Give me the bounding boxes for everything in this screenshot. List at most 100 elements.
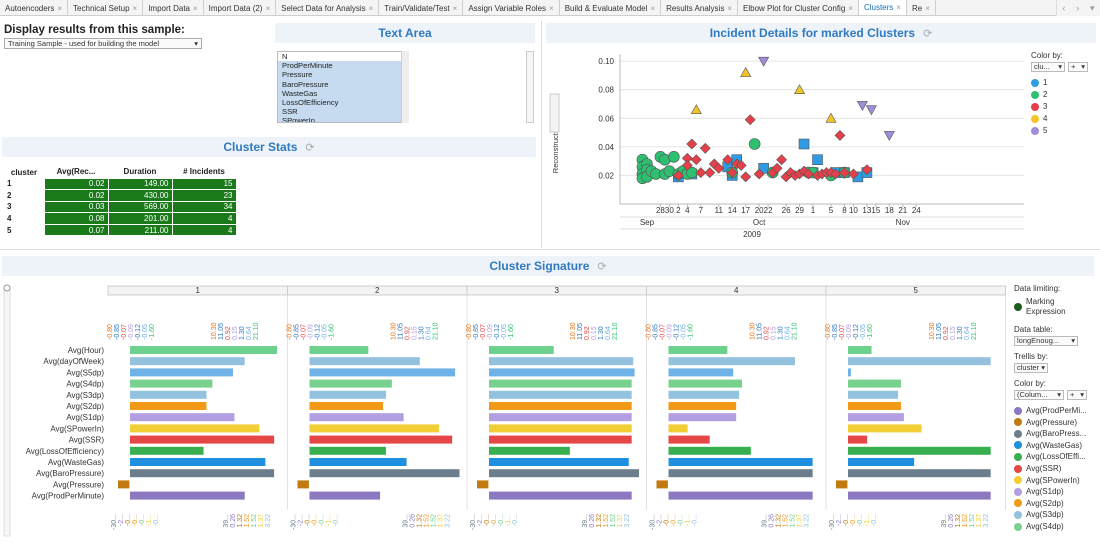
refresh-icon[interactable]: ⟳ [923,27,933,40]
color-by-dropdown[interactable]: (Colum... ▾ [1014,390,1064,400]
close-icon[interactable]: × [896,3,901,12]
signature-bar[interactable] [309,402,384,410]
close-icon[interactable]: × [265,3,271,13]
legend-item[interactable]: Avg(SPowerIn) [1014,476,1080,485]
legend-item[interactable]: Avg(SSR) [1014,464,1061,473]
signature-bar[interactable] [130,368,233,377]
data-point[interactable] [686,138,698,150]
legend-item[interactable]: 4 [1031,114,1047,123]
column-header[interactable]: cluster [10,167,38,177]
data-point[interactable] [861,164,873,176]
signature-bar[interactable] [309,491,381,500]
data-point[interactable] [695,167,707,178]
legend-item[interactable]: 3 [1031,102,1047,111]
legend-item[interactable]: 1 [1031,78,1047,87]
list-item[interactable]: WasteGas [278,88,408,98]
data-point[interactable] [704,167,716,178]
signature-bar[interactable] [848,469,991,478]
signature-bar[interactable] [656,480,668,489]
signature-bar[interactable] [489,469,640,478]
data-point[interactable] [856,101,868,112]
refresh-icon[interactable]: ⟳ [597,260,607,273]
close-icon[interactable]: × [452,3,458,13]
tab-train-validate-test[interactable]: Train/Validate/Test × [379,0,464,15]
signature-bar[interactable] [668,346,728,354]
signature-bar[interactable] [309,446,386,455]
table-row[interactable]: 1 0.02 149.00 15 [4,177,237,191]
data-point[interactable] [672,170,684,181]
data-point[interactable] [803,168,814,180]
tab-import-data-2[interactable]: Import Data (2) × [204,0,277,15]
signature-bar[interactable] [668,402,737,410]
signature-bar[interactable] [848,424,922,433]
cluster-signature-chart[interactable]: 1-0.80 -0.85 -0.07 -0.09 -0.12 -0.05 -1.60 10.3… [0,280,1006,540]
column-listbox[interactable]: N ProdPerMinute Pressure BaroPressure WasteG… [277,51,409,123]
table-row[interactable]: 3 0.03 569.00 34 [4,200,237,214]
list-item[interactable]: BaroPressure [278,79,408,89]
data-point[interactable] [830,168,841,180]
signature-bar[interactable] [668,491,813,500]
signature-bar[interactable] [489,368,635,377]
data-point[interactable] [744,114,756,126]
signature-bar[interactable] [668,446,751,455]
signature-bar[interactable] [477,480,489,489]
list-item[interactable]: Pressure [278,70,408,80]
legend-item[interactable]: Avg(S2dp) [1014,499,1064,508]
text-area-scrollbar[interactable] [526,51,534,123]
listbox-scrollbar[interactable] [401,51,409,123]
signature-bar[interactable] [309,424,439,433]
signature-bar[interactable] [489,413,632,422]
close-icon[interactable]: × [925,3,930,13]
tab-scroll-right-icon[interactable]: › [1076,3,1080,13]
tab-results-analysis[interactable]: Results Analysis × [661,0,738,15]
tab-import-data[interactable]: Import Data × [143,0,204,15]
signature-bar[interactable] [489,390,632,399]
signature-bar[interactable] [668,357,795,366]
data-point[interactable] [834,130,846,141]
signature-bar[interactable] [118,480,130,489]
tab-technical-setup[interactable]: Technical Setup × [68,0,144,15]
marking-option[interactable]: Marking Expression [1014,297,1086,317]
signature-bar[interactable] [836,480,848,489]
tab-clusters[interactable]: Clusters × [858,0,907,15]
signature-bar[interactable] [130,379,213,388]
close-icon[interactable]: × [650,3,656,13]
signature-bar[interactable] [668,435,710,444]
signature-bar[interactable] [848,458,915,466]
legend-item[interactable]: Avg(S3dp) [1014,510,1064,519]
add-color-button[interactable]: + ▾ [1067,390,1087,400]
close-icon[interactable]: × [727,3,732,13]
data-point[interactable] [794,84,806,95]
list-item[interactable]: N [282,52,288,61]
signature-bar[interactable] [668,379,743,388]
tab-autoencoders[interactable]: Autoencoders × [0,0,69,15]
data-point[interactable] [740,171,752,183]
signature-bar[interactable] [848,390,899,399]
signature-bar[interactable] [489,357,634,366]
legend-item[interactable]: 2 [1031,90,1047,99]
signature-bar[interactable] [668,390,740,399]
close-icon[interactable]: × [57,3,63,13]
tab-elbow-plot-for-cluster-config[interactable]: Elbow Plot for Cluster Config × [738,0,859,15]
data-point[interactable] [798,138,810,150]
signature-bar[interactable] [309,357,420,366]
column-header[interactable]: Duration [123,167,157,177]
data-point[interactable] [753,168,765,180]
incident-scatter-plot[interactable]: 0.020.040.060.080.10Reconstruction.MSE28… [546,44,1026,244]
data-point[interactable] [690,104,702,115]
list-item[interactable]: LossOfEfficiency [278,97,408,108]
sample-dropdown[interactable]: Training Sample - used for building the … [4,38,202,49]
legend-item[interactable]: Avg(BaroPress... [1014,429,1086,438]
signature-bar[interactable] [309,413,404,422]
close-icon[interactable]: × [132,3,138,13]
table-row[interactable]: 5 0.07 211.00 4 [4,223,237,237]
close-icon[interactable]: × [549,3,554,13]
signature-bar[interactable] [848,357,991,366]
data-point[interactable] [771,162,783,174]
signature-bar[interactable] [130,357,245,366]
signature-bar[interactable] [489,458,629,466]
data-table-dropdown[interactable]: longEnoug... ▾ [1014,336,1078,346]
signature-bar[interactable] [130,469,275,478]
signature-bar[interactable] [297,480,309,489]
column-header[interactable]: # Incidents [183,167,225,177]
